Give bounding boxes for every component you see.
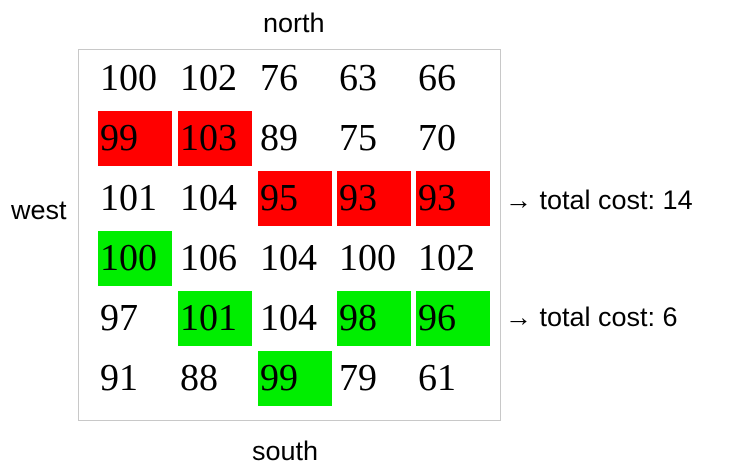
grid-cell-r3-c0-green-path: 100 (98, 231, 172, 286)
grid-cell-r3-c1: 106 (180, 237, 237, 279)
grid-cell-r2-c3-red-path: 93 (337, 171, 411, 226)
west-label: west (11, 195, 67, 225)
grid-cell-r2-c0: 101 (100, 177, 157, 219)
grid-cell-r0-c4: 66 (418, 57, 456, 99)
grid-cell-r0-c2: 76 (260, 57, 298, 99)
grid-cell-r3-c2: 104 (260, 237, 317, 279)
grid-cell-r5-c4: 61 (418, 357, 456, 399)
grid-cell-r4-c3-green-path: 98 (337, 291, 411, 346)
grid-cell-r4-c0: 97 (100, 297, 138, 339)
grid-cell-r5-c0: 91 (100, 357, 138, 399)
grid-cell-r1-c1-red-path: 103 (178, 111, 252, 166)
south-label: south (252, 436, 319, 466)
grid-cell-r2-c1: 104 (180, 177, 237, 219)
grid-cell-r1-c2: 89 (260, 117, 298, 159)
grid-cell-r3-c3: 100 (339, 237, 396, 279)
total-cost-green-path: → total cost: 6 (505, 302, 678, 332)
grid-cell-r1-c0-red-path: 99 (98, 111, 172, 166)
grid-cell-r0-c1: 102 (180, 57, 237, 99)
grid-cell-r4-c2: 104 (260, 297, 317, 339)
grid-cell-r5-c2-green-path: 99 (258, 351, 332, 406)
grid-cell-r1-c4: 70 (418, 117, 456, 159)
grid-cell-r3-c4: 102 (418, 237, 475, 279)
grid-cell-r0-c3: 63 (339, 57, 377, 99)
grid-cell-r5-c3: 79 (339, 357, 377, 399)
total-cost-red-path: → total cost: 14 (505, 185, 693, 215)
grid-cell-r0-c0: 100 (100, 57, 157, 99)
north-label: north (263, 8, 325, 38)
grid-cell-r4-c4-green-path: 96 (416, 291, 490, 346)
grid-cell-r5-c1: 88 (180, 357, 218, 399)
grid-cell-r2-c4-red-path: 93 (416, 171, 490, 226)
grid-cell-r4-c1-green-path: 101 (178, 291, 252, 346)
grid-cell-r2-c2-red-path: 95 (258, 171, 332, 226)
grid-cell-r1-c3: 75 (339, 117, 377, 159)
